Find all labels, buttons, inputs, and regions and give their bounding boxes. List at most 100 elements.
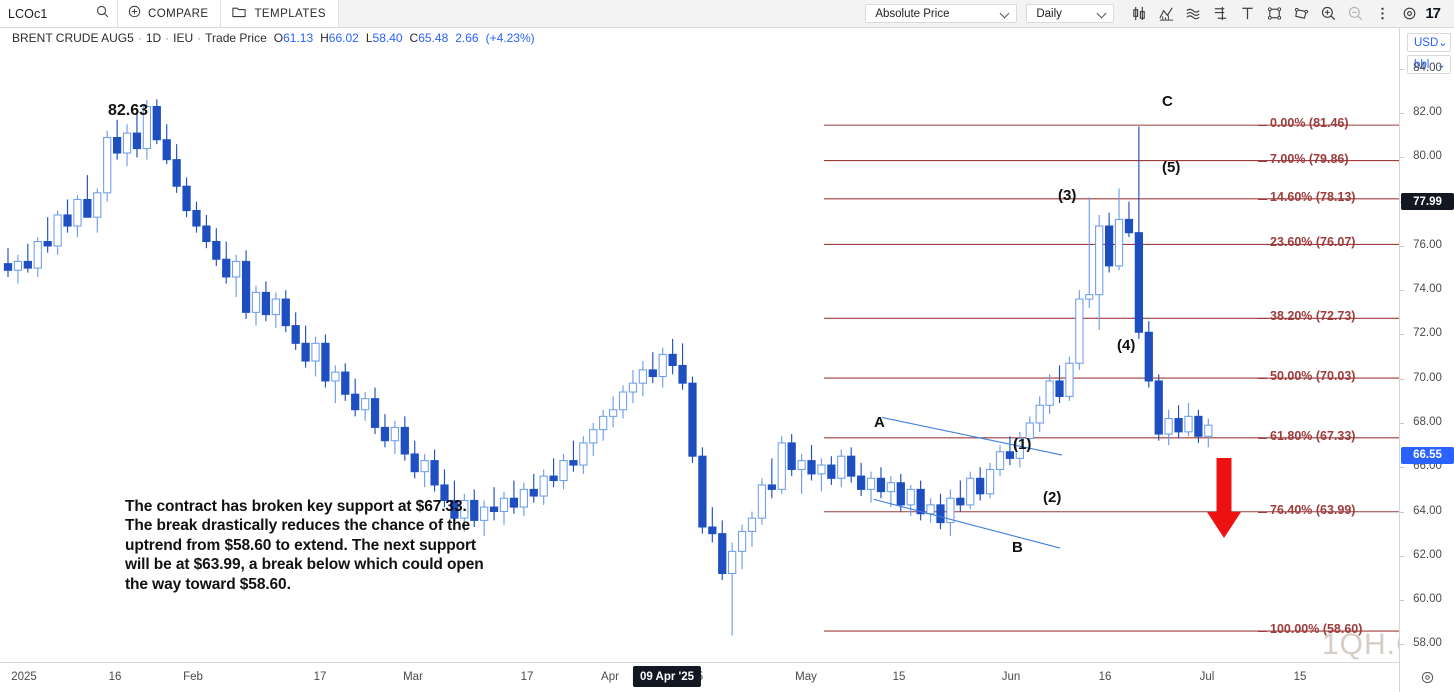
quote-sep: · [197, 31, 202, 45]
time-axis[interactable]: 202516Feb17Mar17Apr5May15Jun16Jul15 09 A… [0, 662, 1454, 692]
price-tick-mark [1400, 378, 1404, 380]
templates-button[interactable]: TEMPLATES [221, 0, 340, 27]
currency-select[interactable]: USD ⌄ [1407, 33, 1451, 52]
candle-body [430, 460, 439, 486]
candle-body [559, 460, 568, 482]
candle-body [13, 260, 23, 271]
price-tick-mark [1400, 334, 1404, 336]
price-tick: 64.00 [1413, 504, 1442, 517]
candle-body [440, 484, 449, 501]
price-axis[interactable]: USD ⌄ bbl ⌄ 84.0082.0080.0078.0076.0074.… [1399, 28, 1454, 662]
candle-body [63, 214, 72, 227]
candle-body [232, 260, 241, 278]
search-icon[interactable] [96, 5, 109, 23]
tool-icon-row: 17 [1126, 0, 1454, 27]
candle-body [936, 504, 945, 524]
candle-body [579, 442, 588, 466]
candle-body [73, 198, 82, 227]
candle-body [489, 506, 499, 513]
candle-body [370, 398, 380, 428]
candle-body [182, 185, 191, 212]
candle-body [142, 106, 152, 150]
indicators-icon[interactable] [1153, 0, 1180, 27]
down-arrow-icon [1207, 458, 1241, 538]
zoom-out-icon[interactable] [1342, 0, 1369, 27]
candle-body [1104, 225, 1114, 267]
candle-body [688, 382, 697, 457]
tradingview-logo[interactable]: 17 [1425, 5, 1441, 22]
price-tick-mark [1400, 467, 1404, 469]
candlestick-chart-icon[interactable] [1126, 0, 1153, 27]
candle-body [23, 260, 32, 269]
measure-icon[interactable] [1207, 0, 1234, 27]
interval-select[interactable]: Daily [1026, 4, 1115, 23]
zoom-in-icon[interactable] [1315, 0, 1342, 27]
candle-body [956, 497, 965, 506]
candle-body [93, 192, 102, 218]
candle-body [1144, 331, 1153, 382]
quote-info-bar: BRENT CRUDE AUG5 · 1D · IEU · Trade Pric… [0, 28, 1454, 48]
candle-body [926, 504, 935, 515]
candle-body [1015, 437, 1024, 459]
candle-body [1164, 418, 1173, 435]
candle-body [737, 530, 747, 552]
candle-body [281, 298, 290, 327]
price-tick: 84.00 [1413, 61, 1442, 74]
compare-button[interactable]: COMPARE [118, 0, 222, 27]
candle-body [589, 429, 598, 444]
price-tick: 72.00 [1413, 327, 1442, 340]
unit-value: bbl [1414, 58, 1430, 71]
candle-body [648, 369, 657, 378]
time-tick: Feb [183, 671, 203, 683]
price-tick: 74.00 [1413, 283, 1442, 296]
candle-body [509, 497, 519, 508]
candle-body [599, 415, 608, 431]
rectangle-tool-icon[interactable] [1261, 0, 1288, 27]
interval-value: Daily [1036, 7, 1062, 20]
currency-value: USD [1414, 36, 1439, 49]
quote-symbol-name[interactable]: BRENT CRUDE AUG5 [12, 31, 134, 45]
price-scale-value: Absolute Price [875, 7, 950, 20]
candle-body [351, 393, 360, 411]
price-tick-mark [1400, 290, 1404, 292]
templates-label: TEMPLATES [254, 7, 327, 20]
low-value: 58.40 [372, 31, 403, 45]
settings-gear-icon[interactable] [1396, 0, 1423, 27]
reset-chart-button[interactable] [1399, 662, 1454, 692]
time-tick: 16 [108, 671, 122, 683]
price-tick-mark [1400, 157, 1404, 159]
plus-circle-icon [128, 5, 141, 23]
candle-body [628, 382, 638, 393]
candle-body [638, 369, 648, 384]
candle-body [747, 517, 757, 532]
polyline-tool-icon[interactable] [1288, 0, 1315, 27]
candle-body [380, 426, 390, 442]
symbol-search-box[interactable]: LCOc1 [0, 0, 118, 27]
more-options-icon[interactable] [1369, 0, 1396, 27]
compare-waves-icon[interactable] [1180, 0, 1207, 27]
unit-select[interactable]: bbl ⌄ [1407, 55, 1451, 74]
candle-body [787, 442, 796, 470]
chart-plot-area[interactable] [0, 49, 1399, 662]
candle-body [847, 455, 856, 477]
candle-body [222, 258, 231, 278]
candle-body [172, 159, 181, 187]
wedge-lower-trendline [873, 498, 1061, 549]
candle-body [321, 342, 330, 382]
price-scale-select[interactable]: Absolute Price [865, 4, 1018, 23]
candle-body [301, 342, 310, 362]
wedge-upper-trendline [881, 416, 1063, 456]
candle-body [807, 460, 816, 475]
candle-body [906, 488, 915, 506]
text-tool-icon[interactable] [1234, 0, 1261, 27]
candle-body [1134, 232, 1144, 333]
candle-body [985, 468, 995, 495]
candle-body [192, 210, 201, 227]
candle-body [1055, 380, 1064, 397]
candle-body [103, 136, 112, 194]
quote-interval[interactable]: 1D [145, 31, 162, 45]
candle-body [360, 398, 370, 411]
candle-body [866, 477, 876, 490]
quote-exchange[interactable]: IEU [173, 31, 194, 45]
candle-body [132, 132, 142, 150]
